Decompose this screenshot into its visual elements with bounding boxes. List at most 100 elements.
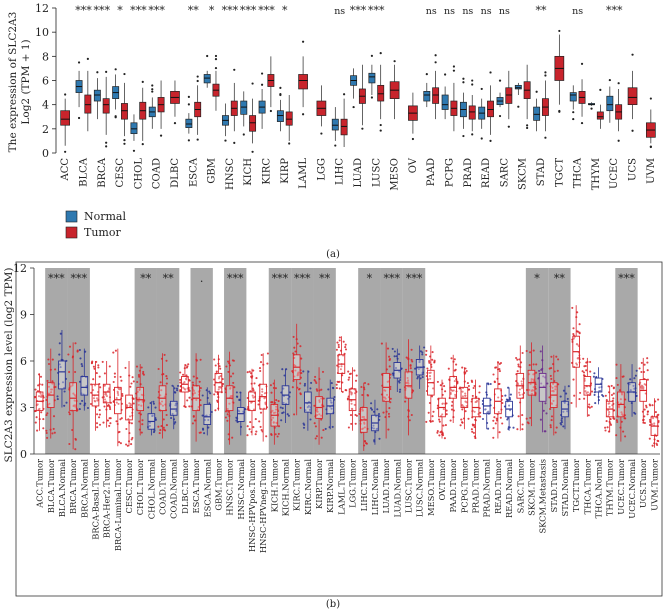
a-box-skcm-tumor	[523, 64, 531, 130]
b-point	[68, 442, 71, 446]
b-point	[342, 340, 345, 343]
b-point	[115, 397, 118, 400]
b-point	[527, 422, 530, 425]
b-point	[554, 388, 557, 391]
b-box-thca-normal	[592, 367, 605, 405]
outlier-point	[361, 127, 364, 130]
b-point	[428, 360, 431, 363]
b-point	[350, 407, 354, 410]
b-box-blca-tumor	[45, 348, 57, 439]
b-point	[104, 393, 107, 396]
b-point	[604, 394, 607, 397]
b-point	[109, 408, 112, 411]
b-point	[560, 417, 563, 420]
b-point	[225, 365, 228, 368]
b-point	[186, 399, 189, 402]
b-point	[199, 404, 202, 407]
b-point	[454, 393, 457, 396]
b-point	[162, 418, 165, 421]
b-y-tick-label: 0	[20, 448, 27, 461]
b-point	[493, 381, 496, 384]
b-point	[286, 413, 289, 416]
box-body	[596, 111, 604, 120]
b-point	[354, 422, 357, 425]
a-box-cesc-normal	[112, 68, 120, 119]
b-point	[583, 397, 586, 400]
b-point	[552, 399, 555, 402]
legend-normal-swatch	[65, 210, 78, 223]
b-point	[501, 401, 504, 405]
a-panel-label: (a)	[326, 249, 340, 260]
a-x-tick-label: KIRP	[280, 158, 291, 184]
b-sig-label: *	[367, 272, 373, 285]
a-box-pcpg-tumor	[450, 65, 458, 132]
b-point	[439, 384, 442, 387]
b-point	[567, 385, 570, 388]
b-point	[648, 423, 652, 427]
b-point	[65, 401, 68, 404]
b-point	[377, 412, 381, 416]
b-point	[275, 399, 278, 402]
b-point	[461, 421, 464, 424]
b-point	[330, 382, 333, 385]
outlier-point	[498, 114, 502, 118]
b-point	[246, 371, 249, 374]
b-point	[297, 371, 300, 374]
b-point	[161, 404, 164, 407]
b-x-tick-label: COAD.Tumor	[158, 459, 168, 515]
b-point	[297, 388, 301, 391]
b-point	[409, 364, 412, 367]
b-point	[436, 430, 439, 433]
b-point	[474, 401, 477, 404]
b-point	[192, 375, 195, 378]
b-point	[251, 394, 254, 397]
b-point	[648, 437, 651, 440]
b-point	[141, 423, 144, 426]
b-point	[635, 394, 638, 398]
b-point	[310, 381, 313, 384]
b-point	[259, 361, 263, 364]
b-point	[160, 400, 164, 403]
a-x-tick-label: GBM	[207, 158, 218, 184]
b-point	[271, 401, 274, 404]
b-point	[529, 382, 532, 386]
b-point	[186, 365, 189, 368]
b-point	[370, 402, 373, 405]
b-point	[90, 361, 94, 364]
outlier-point	[251, 82, 254, 85]
b-point	[593, 372, 596, 375]
b-point	[516, 370, 519, 373]
a-x-tick-label: CHOL	[133, 158, 144, 190]
b-point	[394, 366, 398, 370]
b-point	[309, 387, 312, 390]
box-body	[505, 87, 513, 104]
outlier-point	[123, 142, 126, 145]
b-point	[324, 427, 327, 430]
outlier-point	[370, 54, 374, 57]
b-point	[154, 406, 157, 409]
b-point	[303, 423, 306, 426]
a-box-cesc-tumor	[121, 72, 128, 145]
b-point	[327, 388, 330, 391]
b-x-tick-label: UCEC.Tumor	[616, 459, 626, 515]
outlier-point	[649, 97, 652, 100]
b-point	[501, 394, 504, 398]
b-shade-column	[67, 268, 90, 454]
b-point	[165, 359, 168, 362]
a-x-tick-label: BLCA	[78, 157, 89, 187]
b-point	[170, 416, 173, 420]
b-point	[279, 406, 282, 409]
a-x-tick-label: LAML	[298, 158, 309, 189]
b-point	[344, 343, 347, 346]
a-x-tick-label: KICH	[243, 158, 254, 186]
b-point	[549, 426, 552, 429]
b-point	[233, 386, 236, 389]
b-point	[530, 378, 533, 381]
b-point	[421, 353, 424, 356]
b-point	[207, 418, 210, 422]
a-sig-label: ***	[130, 4, 147, 17]
b-point	[263, 397, 266, 400]
b-point	[335, 387, 338, 390]
b-x-tick-label: UVM.Tumor	[649, 459, 659, 511]
